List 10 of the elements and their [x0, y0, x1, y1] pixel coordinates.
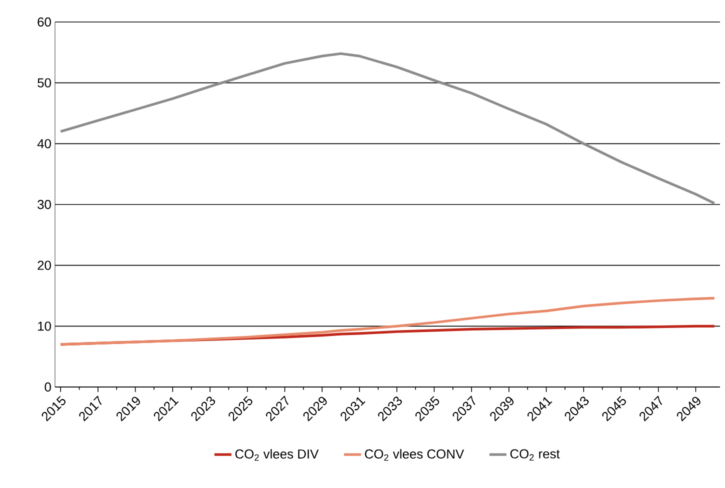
y-tick-label: 30 [38, 200, 51, 210]
y-tick-label: 40 [37, 139, 51, 148]
y-tick-label: 50 [38, 78, 51, 88]
legend-label: CO$_{2}$ rest [510, 449, 560, 461]
y-tick-label: 10 [38, 322, 51, 331]
y-tick-label: 60 [38, 17, 51, 27]
legend-label: CO$_{2}$ vlees CONV [364, 449, 464, 461]
y-tick-label: 20 [38, 260, 51, 270]
y-tick-label: 0 [44, 382, 51, 392]
legend-label: CO$_{2}$ vlees DIV [235, 449, 319, 461]
